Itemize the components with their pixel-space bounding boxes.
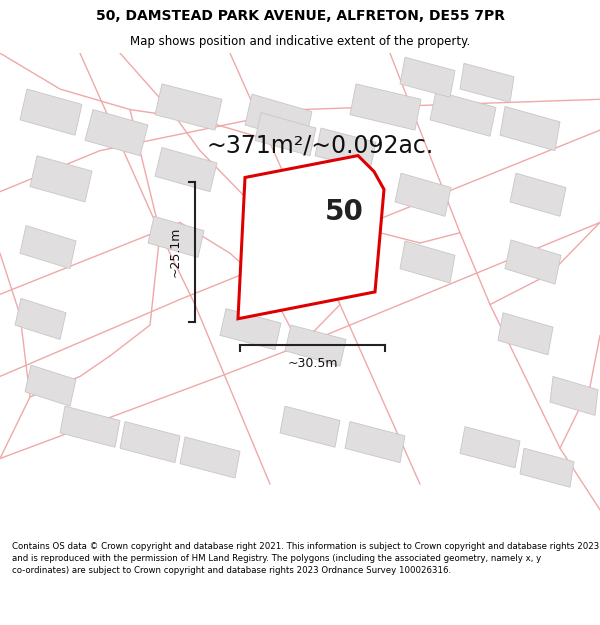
Text: Map shows position and indicative extent of the property.: Map shows position and indicative extent…	[130, 35, 470, 48]
Polygon shape	[180, 437, 240, 478]
Polygon shape	[280, 406, 340, 447]
Polygon shape	[350, 84, 421, 130]
Polygon shape	[315, 128, 376, 170]
Polygon shape	[85, 109, 148, 156]
Polygon shape	[20, 226, 76, 269]
Polygon shape	[510, 173, 566, 216]
Polygon shape	[245, 94, 312, 142]
Polygon shape	[155, 148, 217, 192]
Polygon shape	[255, 112, 316, 156]
Polygon shape	[520, 448, 574, 488]
Text: ~30.5m: ~30.5m	[287, 357, 338, 369]
Polygon shape	[400, 58, 455, 98]
Text: 50: 50	[325, 198, 364, 226]
Text: ~25.1m: ~25.1m	[169, 227, 182, 278]
Polygon shape	[400, 241, 455, 283]
Polygon shape	[25, 365, 76, 406]
Polygon shape	[60, 406, 120, 447]
Polygon shape	[155, 84, 222, 130]
Text: ~371m²/~0.092ac.: ~371m²/~0.092ac.	[206, 134, 434, 158]
Polygon shape	[460, 427, 520, 468]
Polygon shape	[285, 325, 346, 366]
Polygon shape	[460, 63, 514, 102]
Polygon shape	[500, 106, 560, 151]
Polygon shape	[220, 309, 281, 350]
Polygon shape	[148, 216, 204, 258]
Polygon shape	[550, 376, 598, 416]
Polygon shape	[120, 422, 180, 462]
Polygon shape	[395, 173, 451, 216]
Polygon shape	[345, 422, 405, 462]
Polygon shape	[30, 156, 92, 202]
Polygon shape	[238, 156, 384, 319]
Polygon shape	[505, 240, 561, 284]
Polygon shape	[20, 89, 82, 135]
Polygon shape	[498, 312, 553, 355]
Text: Contains OS data © Crown copyright and database right 2021. This information is : Contains OS data © Crown copyright and d…	[12, 542, 599, 575]
Polygon shape	[430, 91, 496, 136]
Polygon shape	[15, 298, 66, 339]
Text: 50, DAMSTEAD PARK AVENUE, ALFRETON, DE55 7PR: 50, DAMSTEAD PARK AVENUE, ALFRETON, DE55…	[95, 9, 505, 23]
